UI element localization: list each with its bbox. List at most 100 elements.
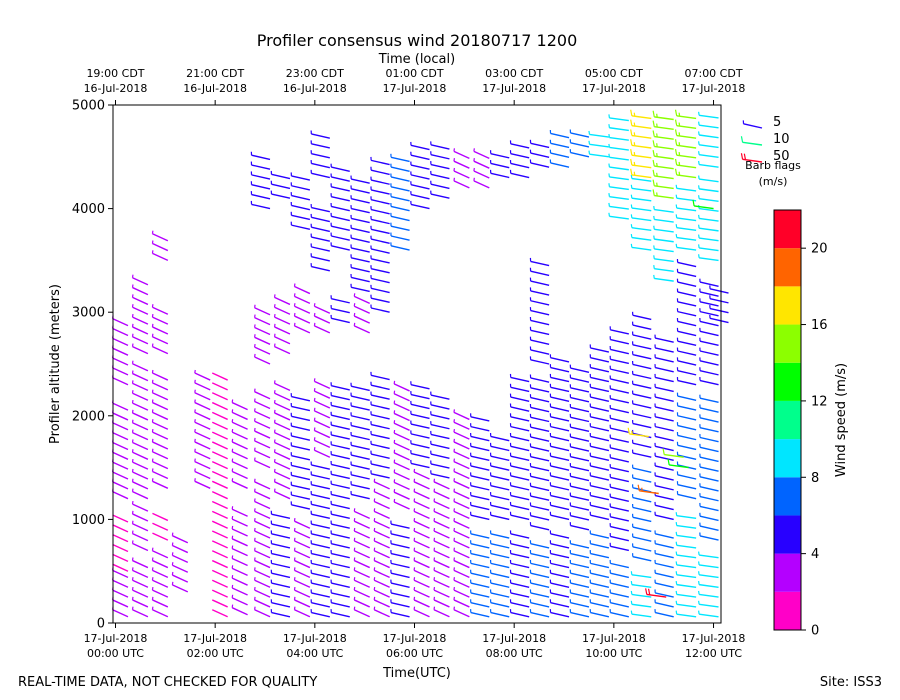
wind-barb (313, 312, 331, 324)
wind-barb (290, 192, 311, 201)
wind-barb (589, 511, 610, 521)
wind-barb (549, 159, 570, 168)
wind-barb (652, 169, 674, 180)
wind-barb (330, 550, 350, 559)
wind-barb (631, 449, 652, 458)
wind-barb (373, 586, 390, 598)
wind-barb (509, 599, 530, 608)
x-tick-label-time: 00:00 UTC (87, 647, 144, 660)
wind-barb (631, 331, 652, 340)
wind-barb (211, 421, 228, 430)
wind-barb (569, 453, 590, 462)
wind-barb (330, 470, 350, 480)
wind-barb (654, 609, 674, 618)
wind-barb (529, 403, 550, 413)
wind-barb (529, 326, 550, 336)
wind-barb (430, 190, 450, 199)
wind-barb (171, 532, 189, 544)
wind-barb (609, 599, 629, 608)
wind-barb (699, 404, 719, 413)
wind-barb (370, 156, 390, 166)
wind-barb (654, 569, 674, 579)
wind-barb (609, 464, 629, 473)
wind-barb (390, 222, 410, 232)
wind-barb (589, 432, 610, 442)
x-top-tick-label-date: 17-Jul-2018 (383, 82, 447, 95)
x-tick-label-time: 06:00 UTC (386, 647, 443, 660)
wind-barb (489, 569, 510, 579)
wind-barb (370, 215, 390, 225)
wind-barb (674, 158, 697, 169)
wind-barb (631, 351, 652, 360)
wind-barb (370, 284, 390, 294)
wind-barb (549, 472, 570, 481)
wind-barb (489, 550, 510, 559)
wind-barb (549, 452, 570, 462)
wind-barb (330, 163, 350, 172)
wind-barb (654, 530, 674, 539)
wind-barb (549, 550, 570, 559)
wind-barb (370, 430, 390, 440)
wind-barb (194, 389, 211, 401)
x-axis-top-ticks: 19:00 CDT 16-Jul-2018 21:00 CDT 16-Jul-2018… (84, 67, 745, 105)
x-axis-bottom-ticks: 17-Jul-2018 00:00 UTC 17-Jul-2018 02:00 UTC… (84, 623, 745, 660)
wind-barb (509, 579, 530, 588)
wind-barb (254, 498, 271, 510)
wind-barb (453, 518, 470, 529)
wind-barb (151, 478, 169, 489)
wind-barb (112, 534, 129, 543)
wind-barb (609, 375, 629, 384)
wind-barb (111, 335, 129, 346)
wind-barb (231, 575, 248, 586)
wind-barb (653, 274, 674, 282)
wind-barb (350, 392, 370, 401)
wind-barb (390, 212, 410, 222)
wind-barb (609, 345, 629, 355)
quality-disclaimer: REAL-TIME DATA, NOT CHECKED FOR QUALITY (18, 675, 317, 690)
wind-barb (529, 394, 550, 403)
wind-barb (254, 567, 271, 579)
wind-barb (529, 287, 550, 296)
wind-barb (194, 428, 211, 440)
wind-barb (569, 433, 590, 442)
wind-barb (370, 196, 390, 205)
wind-barb (413, 586, 430, 598)
wind-barb (676, 347, 697, 356)
wind-barb (151, 586, 169, 598)
wind-barb (273, 459, 291, 470)
wind-barb (270, 579, 291, 588)
wind-barb (630, 214, 652, 222)
wind-barb (489, 540, 510, 549)
wind-barb-highlight (645, 588, 667, 598)
wind-barb (675, 214, 697, 222)
wind-barb (254, 344, 271, 355)
wind-barb (254, 557, 271, 569)
wind-barb (270, 170, 291, 180)
x-top-tick-label-date: 17-Jul-2018 (482, 82, 546, 95)
wind-barb (654, 482, 674, 491)
wind-barb (698, 561, 719, 569)
wind-barb (675, 610, 697, 618)
wind-barb (631, 311, 652, 321)
wind-barb (211, 589, 228, 598)
wind-barb (453, 177, 470, 189)
colorbar-bin (774, 553, 801, 592)
wind-barb (293, 577, 311, 588)
wind-barb (609, 365, 629, 375)
wind-barb (654, 364, 674, 373)
wind-barb (609, 473, 629, 483)
wind-barb (151, 230, 169, 242)
wind-barb (131, 370, 149, 382)
wind-barb (676, 412, 697, 421)
wind-barb (589, 383, 610, 393)
wind-barb-highlight (627, 427, 649, 438)
wind-barb (151, 428, 169, 440)
wind-barb (373, 527, 390, 539)
wind-barb (131, 520, 149, 532)
wind-barb (310, 550, 330, 559)
wind-barb (194, 458, 211, 470)
wind-barb (273, 478, 291, 490)
wind-barb (290, 172, 311, 181)
wind-barb (293, 518, 311, 529)
